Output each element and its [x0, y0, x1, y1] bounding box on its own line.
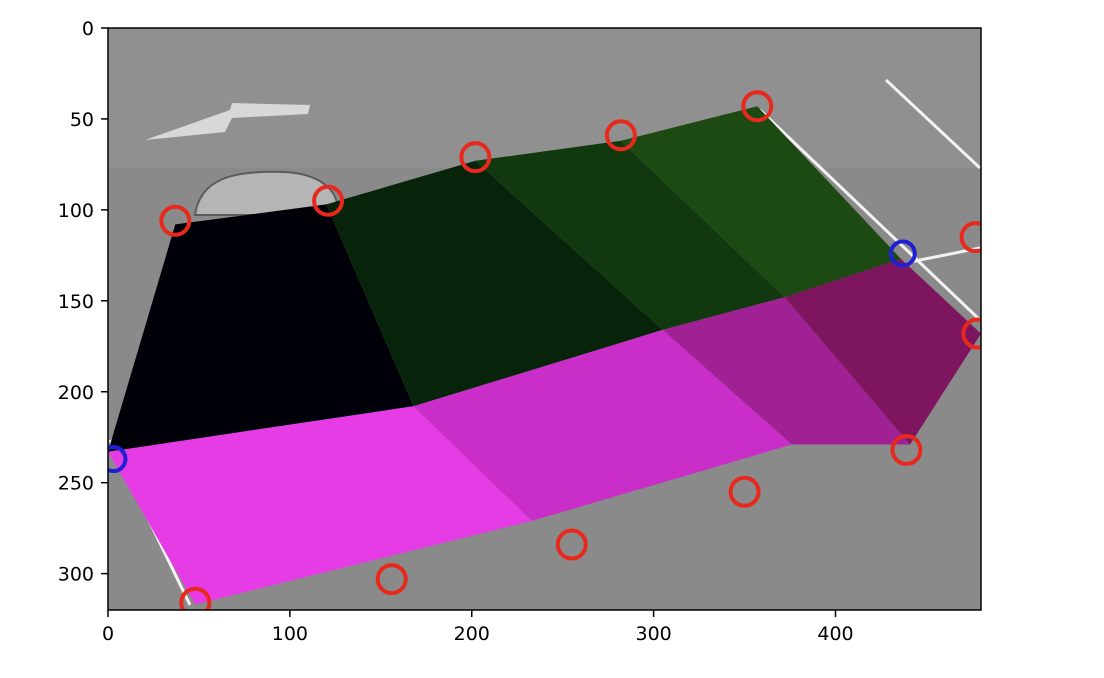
x-tick-label: 200	[454, 623, 490, 645]
y-tick-label: 50	[70, 109, 94, 131]
x-tick-label: 300	[635, 623, 671, 645]
lower-strip-cell-4	[784, 259, 981, 445]
upper-strip-cell-3	[475, 140, 785, 330]
red-marker-10	[555, 528, 588, 561]
y-tick-label: 150	[58, 291, 94, 313]
x-tick-label: 0	[102, 623, 114, 645]
red-marker-2	[312, 184, 345, 217]
upper-strip-cell-1	[108, 204, 414, 452]
parking-line-upper	[884, 78, 981, 170]
upper-strip-cell-4	[620, 106, 901, 298]
red-marker-5	[741, 90, 774, 123]
parked-car-shape	[193, 170, 340, 216]
red-marker-11	[375, 563, 408, 596]
lower-strip-cell-1	[108, 406, 532, 605]
red-marker-1	[159, 204, 192, 237]
axes-frame	[107, 27, 982, 611]
parking-line-main	[758, 108, 981, 322]
red-marker-8	[890, 433, 923, 466]
corner-markers	[108, 90, 981, 610]
blue-marker-2	[108, 445, 128, 474]
lower-strip-cell-2	[413, 329, 792, 521]
red-marker-9	[728, 475, 761, 508]
red-marker-3	[459, 141, 492, 174]
road-arrow-marking	[145, 103, 310, 140]
y-tick-label: 200	[58, 382, 94, 404]
red-marker-6	[959, 221, 981, 254]
x-axis: 0 100 200 300 400	[102, 610, 854, 645]
lower-strip-cell-3	[662, 297, 911, 445]
y-axis: 0 50 100 150 200 250 300	[58, 18, 108, 586]
colored-grid-overlay	[108, 106, 981, 605]
y-tick-label: 300	[58, 564, 94, 586]
x-tick-label: 400	[817, 623, 853, 645]
y-tick-label: 100	[58, 200, 94, 222]
y-tick-label: 250	[58, 473, 94, 495]
red-marker-4	[604, 119, 637, 152]
x-tick-label: 100	[272, 623, 308, 645]
blue-marker-1	[888, 239, 917, 268]
asphalt-light-band	[108, 28, 981, 168]
red-marker-7	[961, 317, 981, 350]
red-marker-12	[179, 586, 212, 610]
y-tick-label: 0	[82, 18, 94, 40]
upper-strip-cell-2	[326, 160, 663, 407]
